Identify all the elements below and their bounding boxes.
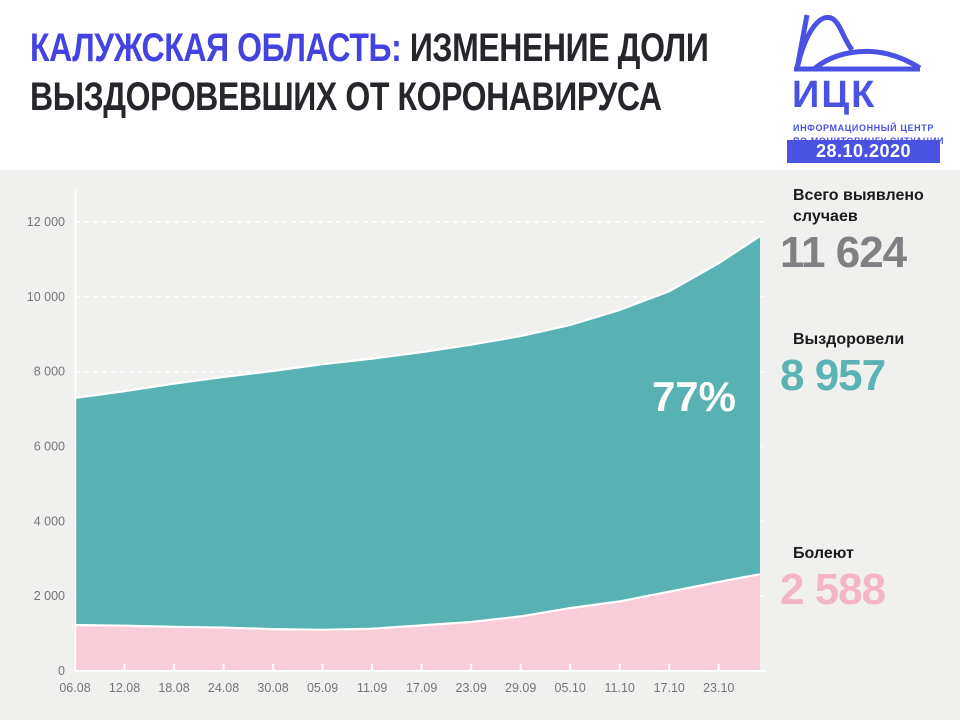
- icc-logo-abbr: ИЦК: [792, 74, 877, 116]
- x-axis-label: 11.09: [357, 681, 387, 695]
- title-line1-rest: ИЗМЕНЕНИЕ ДОЛИ: [401, 26, 709, 70]
- y-axis-label: 0: [58, 664, 65, 678]
- x-axis-label: 23.09: [456, 681, 487, 695]
- page-title: КАЛУЖСКАЯ ОБЛАСТЬ: ИЗМЕНЕНИЕ ДОЛИ ВЫЗДОР…: [30, 24, 709, 122]
- y-axis-label: 4 000: [34, 514, 65, 528]
- title-region-name: КАЛУЖСКАЯ ОБЛАСТЬ:: [30, 26, 402, 70]
- icc-logo-curves-icon: [794, 14, 922, 72]
- y-axis-label: 8 000: [34, 365, 65, 379]
- area-total: [75, 236, 760, 671]
- recovered-share-annotation: 77%: [652, 373, 736, 420]
- page-title-line1: КАЛУЖСКАЯ ОБЛАСТЬ: ИЗМЕНЕНИЕ ДОЛИ: [30, 24, 709, 73]
- x-axis-label: 29.09: [505, 681, 536, 695]
- boundary-line-total: [74, 235, 761, 399]
- y-axis-label: 2 000: [34, 589, 65, 603]
- stat-total-cases-label: Всего выявлено случаев: [793, 187, 924, 225]
- x-axis-label: 17.09: [406, 681, 437, 695]
- x-axis-label: 06.08: [59, 681, 90, 695]
- x-axis-label: 18.08: [158, 681, 189, 695]
- area-active: [75, 574, 760, 671]
- stat-active: Болеют 2 588: [780, 543, 955, 612]
- icc-logo-subtitle-line1: ИНФОРМАЦИОННЫЙ ЦЕНТР: [793, 123, 934, 133]
- x-axis-label: 11.10: [605, 681, 635, 695]
- header: КАЛУЖСКАЯ ОБЛАСТЬ: ИЗМЕНЕНИЕ ДОЛИ ВЫЗДОР…: [0, 0, 960, 170]
- x-axis-label: 23.10: [703, 681, 734, 695]
- stat-total-cases-value: 11 624: [780, 228, 907, 277]
- x-axis-label: 17.10: [654, 681, 685, 695]
- stat-total-cases: Всего выявлено случаев 11 624: [780, 185, 955, 275]
- stat-recovered-label: Выздоровели: [793, 331, 905, 348]
- x-axis-label: 30.08: [257, 681, 288, 695]
- stat-recovered-value: 8 957: [780, 351, 886, 400]
- x-axis-label: 05.10: [555, 681, 586, 695]
- y-axis-label: 10 000: [27, 290, 65, 304]
- stat-active-label: Болеют: [793, 545, 854, 562]
- x-axis-label: 05.09: [307, 681, 338, 695]
- date-badge: 28.10.2020: [787, 140, 940, 163]
- page-title-line2: ВЫЗДОРОВЕВШИХ ОТ КОРОНАВИРУСА: [30, 75, 662, 119]
- x-axis-label: 24.08: [208, 681, 239, 695]
- stat-active-value: 2 588: [780, 565, 886, 614]
- boundary-line-active: [74, 573, 761, 631]
- y-axis-label: 12 000: [27, 215, 65, 229]
- x-axis-label: 12.08: [109, 681, 140, 695]
- y-axis-label: 6 000: [34, 440, 65, 454]
- stat-recovered: Выздоровели 8 957: [780, 329, 955, 398]
